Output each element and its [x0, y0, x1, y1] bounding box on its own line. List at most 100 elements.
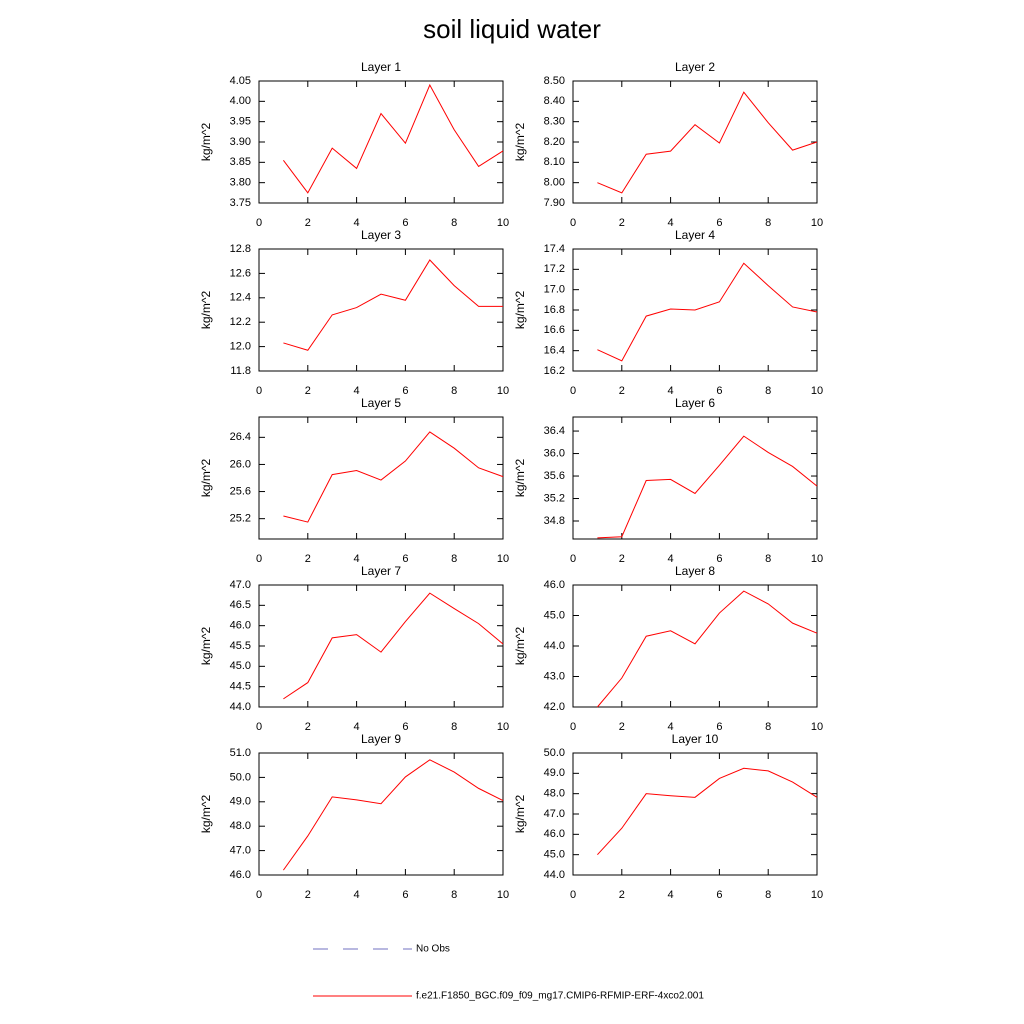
panel-title: Layer 3	[361, 228, 401, 242]
x-tick-label: 0	[256, 217, 262, 229]
x-tick-label: 8	[451, 889, 457, 901]
panel-title: Layer 6	[675, 396, 715, 410]
y-tick-label: 46.5	[230, 599, 251, 611]
y-tick-label: 51.0	[230, 747, 251, 759]
x-tick-label: 0	[570, 217, 576, 229]
y-tick-label: 8.50	[544, 75, 565, 87]
y-tick-label: 11.8	[230, 365, 251, 377]
plot-frame	[258, 752, 504, 876]
y-axis-label: kg/m^2	[513, 291, 527, 330]
y-axis-label: kg/m^2	[199, 123, 213, 162]
y-tick-label: 12.4	[230, 292, 251, 304]
y-tick-label: 36.0	[544, 447, 565, 459]
x-tick-label: 2	[305, 889, 311, 901]
data-line	[283, 83, 504, 194]
y-tick-label: 47.0	[230, 845, 251, 857]
x-tick-label: 0	[256, 385, 262, 397]
panel-title: Layer 1	[361, 60, 401, 74]
x-tick-label: 8	[765, 721, 771, 733]
data-line	[282, 759, 504, 871]
x-tick-label: 4	[668, 385, 674, 397]
x-tick-label: 2	[619, 385, 625, 397]
y-tick-label: 36.4	[544, 425, 565, 437]
x-tick-label: 0	[570, 553, 576, 565]
x-tick-label: 8	[765, 385, 771, 397]
plot-frame	[572, 80, 818, 204]
y-tick-label: 3.95	[230, 116, 251, 128]
plot-frame	[258, 416, 504, 540]
plot-frame	[572, 752, 818, 876]
x-tick-label: 0	[256, 889, 262, 901]
x-tick-label: 6	[716, 217, 722, 229]
y-tick-label: 45.0	[544, 609, 565, 621]
plot-frame	[258, 80, 504, 204]
x-tick-label: 10	[497, 217, 509, 229]
y-tick-label: 16.6	[544, 324, 565, 336]
y-tick-label: 45.0	[544, 849, 565, 861]
y-tick-label: 17.4	[544, 243, 565, 255]
y-tick-label: 17.0	[544, 284, 565, 296]
y-tick-label: 12.0	[230, 341, 251, 353]
y-tick-label: 16.4	[544, 345, 565, 357]
panel-title: Layer 5	[361, 396, 401, 410]
y-tick-label: 46.0	[230, 869, 251, 881]
x-tick-label: 4	[354, 889, 360, 901]
panel-title: Layer 10	[672, 732, 719, 746]
legend-label: f.e21.F1850_BGC.f09_f09_mg17.CMIP6-RFMIP…	[416, 991, 704, 1002]
y-tick-label: 46.0	[544, 828, 565, 840]
y-tick-label: 35.2	[544, 492, 565, 504]
x-tick-label: 4	[354, 553, 360, 565]
y-tick-label: 12.2	[230, 316, 251, 328]
y-tick-label: 45.5	[230, 640, 251, 652]
x-tick-label: 10	[497, 889, 509, 901]
panel-title: Layer 2	[675, 60, 715, 74]
y-tick-label: 47.0	[544, 808, 565, 820]
x-tick-label: 2	[619, 217, 625, 229]
x-tick-label: 0	[570, 385, 576, 397]
plot-frame	[258, 584, 504, 708]
y-tick-label: 42.0	[544, 701, 565, 713]
y-tick-label: 3.75	[230, 197, 251, 209]
x-tick-label: 2	[619, 889, 625, 901]
y-tick-label: 34.8	[544, 515, 565, 527]
x-tick-label: 6	[716, 721, 722, 733]
y-tick-label: 48.0	[544, 788, 565, 800]
x-tick-label: 10	[811, 217, 823, 229]
y-tick-label: 4.00	[230, 95, 251, 107]
x-tick-label: 2	[305, 553, 311, 565]
data-line	[597, 91, 818, 194]
y-tick-label: 45.0	[230, 660, 251, 672]
x-tick-label: 4	[668, 553, 674, 565]
data-line	[597, 767, 818, 856]
data-line	[597, 435, 818, 539]
y-axis-label: kg/m^2	[513, 459, 527, 498]
y-tick-label: 26.4	[230, 431, 251, 443]
y-tick-label: 46.0	[544, 579, 565, 591]
x-tick-label: 8	[765, 217, 771, 229]
x-tick-label: 6	[402, 553, 408, 565]
chart-title: soil liquid water	[423, 14, 601, 44]
y-tick-label: 7.90	[544, 197, 565, 209]
x-tick-label: 8	[765, 889, 771, 901]
y-tick-label: 50.0	[544, 747, 565, 759]
x-tick-label: 4	[354, 217, 360, 229]
x-tick-label: 6	[402, 385, 408, 397]
x-tick-label: 4	[354, 721, 360, 733]
y-tick-label: 49.0	[230, 796, 251, 808]
y-tick-label: 43.0	[544, 670, 565, 682]
x-tick-label: 0	[256, 553, 262, 565]
y-tick-label: 8.40	[544, 95, 565, 107]
y-axis-label: kg/m^2	[199, 795, 213, 834]
x-tick-label: 6	[402, 721, 408, 733]
y-axis-label: kg/m^2	[513, 795, 527, 834]
y-axis-label: kg/m^2	[199, 291, 213, 330]
x-tick-label: 2	[305, 721, 311, 733]
y-tick-label: 17.2	[544, 263, 565, 275]
x-tick-label: 6	[716, 889, 722, 901]
x-tick-label: 4	[668, 889, 674, 901]
y-tick-label: 3.85	[230, 156, 251, 168]
data-line	[283, 431, 504, 523]
data-line	[597, 262, 818, 362]
